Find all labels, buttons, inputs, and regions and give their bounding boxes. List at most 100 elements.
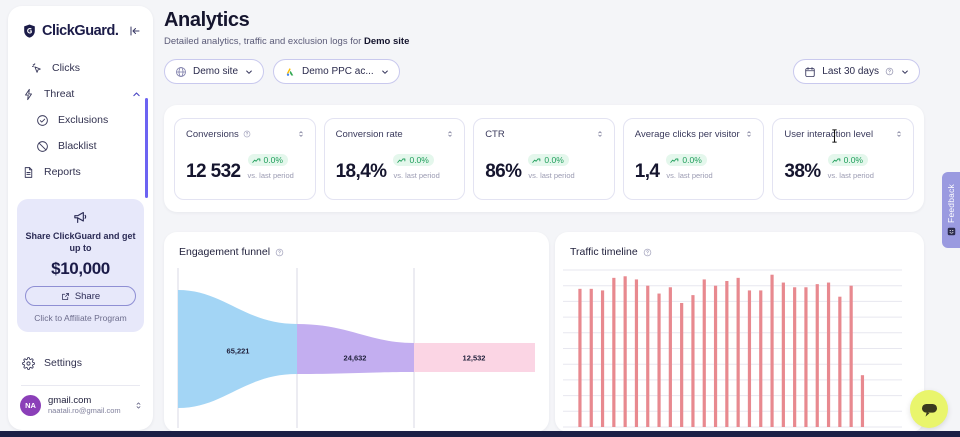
sidebar-item-label: Reports [44,166,81,178]
affiliate-promo-card[interactable]: Share ClickGuard and get up to $10,000 S… [17,199,144,333]
filter-bar: Demo site Demo PPC ac... Last 30 days [164,59,960,84]
traffic-bar[interactable] [770,274,774,427]
traffic-bar[interactable] [849,285,853,427]
traffic-bar[interactable] [713,285,718,427]
traffic-bar[interactable] [657,293,661,427]
settings-label: Settings [44,357,82,370]
funnel-segment-3[interactable] [414,343,535,372]
brand-logo[interactable]: ClickGuard. [8,6,153,39]
traffic-bar[interactable] [600,290,605,427]
sort-updown-icon[interactable] [895,129,903,139]
feedback-tab[interactable]: Feedback [942,172,960,248]
kpi-value: 86% [485,160,522,182]
kpi-delta-note: vs. last period [827,170,874,180]
external-link-icon [61,293,69,300]
sidebar-scrollbar[interactable] [145,98,148,198]
sidebar-item-clicks[interactable]: Clicks [8,55,153,81]
traffic-bar[interactable] [860,375,865,427]
kpi-delta-badge: 0.0% [666,154,707,166]
kpi-title: CTR [485,128,505,140]
question-circle-icon[interactable] [243,130,251,138]
feedback-label: Feedback [946,183,956,223]
question-circle-icon[interactable] [643,248,652,257]
promo-amount: $10,000 [51,259,110,279]
kpi-delta-note: vs. last period [528,170,575,180]
traffic-bar[interactable] [691,295,695,427]
sidebar-item-label: Clicks [52,62,80,74]
question-circle-icon[interactable] [275,248,284,257]
traffic-bar[interactable] [589,288,593,427]
ppc-account-label: Demo PPC ac... [302,66,374,77]
traffic-bar[interactable] [804,287,808,427]
chevron-down-icon [902,70,908,74]
sidebar-item-blacklist[interactable]: Blacklist [8,133,153,159]
sidebar-item-reports[interactable]: Reports [8,159,153,185]
date-range-selector[interactable]: Last 30 days [793,59,920,84]
traffic-bar[interactable] [702,279,706,427]
document-icon [24,166,33,178]
funnel-segment-1[interactable] [178,290,297,408]
engagement-funnel-panel: Engagement funnel 65,221 24,632 12,532 [164,232,549,432]
collapse-sidebar-icon[interactable] [129,25,141,37]
funnel-label-3: 12,532 [462,353,486,363]
sort-updown-icon[interactable] [596,129,604,139]
traffic-bar[interactable] [668,287,672,427]
sort-updown-icon[interactable] [745,129,753,139]
kpi-delta-badge: 0.0% [827,154,868,166]
chat-launcher-button[interactable] [910,390,948,428]
trend-up-icon [831,158,840,163]
kpi-delta-badge: 0.0% [393,154,434,166]
promo-text: Share ClickGuard and get up to [25,231,136,253]
kpi-delta-note: vs. last period [247,170,294,180]
sidebar-nav: Clicks Threat Exclusions [8,55,153,185]
kpi-card-conversion-rate[interactable]: Conversion rate 18,4% 0.0% vs. last peri… [323,117,466,200]
kpi-delta-value: 0.0% [843,155,863,165]
kpi-delta-value: 0.0% [409,155,429,165]
traffic-bar[interactable] [781,282,785,427]
traffic-bar[interactable] [634,279,639,427]
funnel-segment-2[interactable] [297,324,414,374]
kpi-delta-value: 0.0% [544,155,564,165]
traffic-bar[interactable] [838,296,842,427]
ppc-account-selector[interactable]: Demo PPC ac... [273,59,400,84]
traffic-bar[interactable] [578,288,582,427]
traffic-bar[interactable] [815,284,819,427]
kpi-card-avg-clicks-per-visitor[interactable]: Average clicks per visitor 1,4 0.0% vs. … [622,117,765,200]
traffic-bar[interactable] [646,285,650,427]
traffic-bar[interactable] [747,290,752,427]
traffic-bar[interactable] [736,277,740,427]
sidebar-item-threat[interactable]: Threat [8,81,153,107]
sidebar-item-exclusions[interactable]: Exclusions [8,107,153,133]
traffic-bar[interactable] [759,290,763,427]
kpi-title: Conversion rate [335,128,403,140]
avatar: NA [20,395,41,417]
share-button[interactable]: Share [25,286,136,307]
kpi-card-conversions[interactable]: Conversions 12 532 0.0% vs. last period [174,117,316,200]
site-selector[interactable]: Demo site [164,59,265,84]
chevron-up-icon[interactable] [132,90,141,99]
traffic-bar[interactable] [725,280,729,427]
shield-g-logo-icon [24,24,35,38]
kpi-title: User interaction level [784,128,874,140]
traffic-bar[interactable] [680,302,684,427]
kpi-card-user-interaction-level[interactable]: User interaction level 38% 0.0% vs. last… [772,117,914,200]
traffic-bar[interactable] [793,287,797,427]
sort-updown-icon[interactable] [297,129,305,139]
main-content: Analytics Detailed analytics, traffic an… [155,0,960,437]
kpi-card-ctr[interactable]: CTR 86% 0.0% vs. last period [473,117,615,200]
sort-updown-icon[interactable] [134,400,143,411]
page-subtitle: Detailed analytics, traffic and exclusio… [155,32,960,47]
traffic-bar[interactable] [826,282,831,427]
sort-updown-icon[interactable] [446,129,454,139]
sidebar-item-settings[interactable]: Settings [8,350,153,376]
kpi-delta-badge: 0.0% [247,154,288,166]
sidebar-item-label: Blacklist [58,140,97,152]
kpi-delta-value: 0.0% [263,155,283,165]
user-name: gmail.com [48,394,92,406]
question-circle-icon[interactable] [885,67,894,76]
chevron-down-icon [246,70,252,74]
user-account-row[interactable]: NA gmail.com naatali.ro@gmail.com [8,386,153,417]
globe-icon [176,66,186,77]
traffic-bar[interactable] [612,277,616,427]
traffic-bar[interactable] [623,276,627,427]
